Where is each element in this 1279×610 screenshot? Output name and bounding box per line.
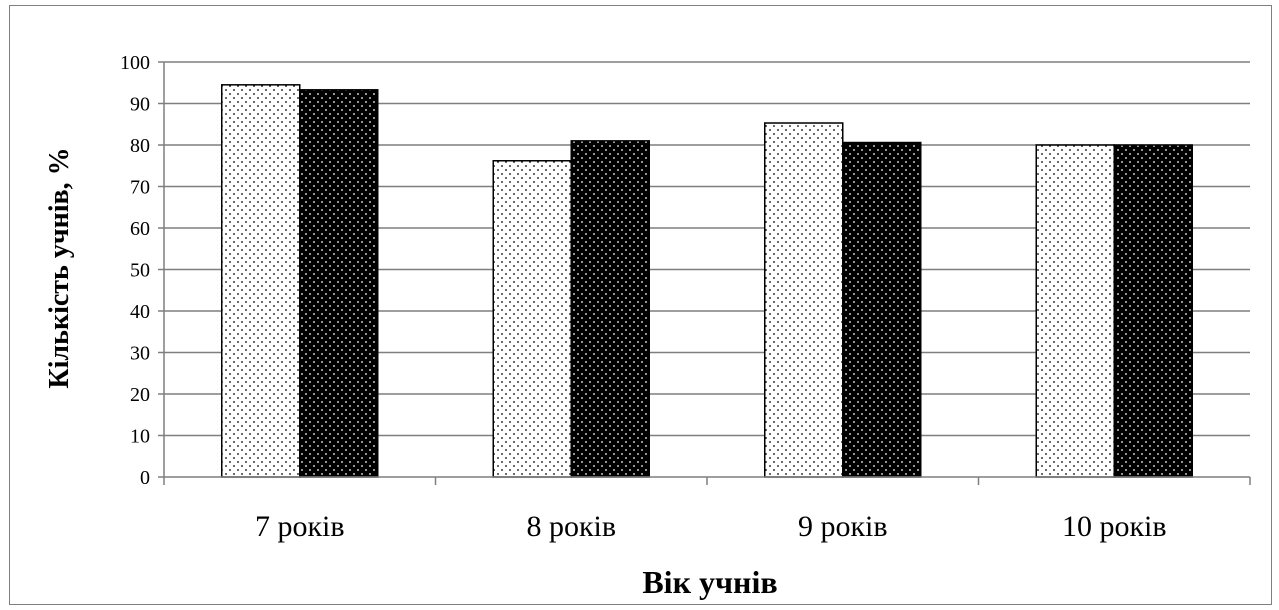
y-tick-label: 90	[130, 94, 150, 116]
x-category-labels: 7 років 8 років 9 років 10 років	[255, 510, 1167, 543]
y-tick-label: 60	[130, 218, 150, 240]
x-category-label: 7 років	[255, 510, 345, 543]
bar-series-1-0	[221, 84, 301, 478]
y-tick-label: 0	[140, 467, 150, 489]
bar-series-2-3	[1113, 144, 1193, 478]
x-category-label: 10 років	[1062, 510, 1167, 543]
bar-series-1-1	[492, 160, 572, 478]
x-axis-title: Вік учнів	[642, 564, 777, 600]
x-category-label: 9 років	[798, 510, 888, 543]
y-tick-label: 40	[130, 301, 150, 323]
axes	[158, 61, 1251, 485]
y-axis-title: Кількість учнів, %	[44, 147, 75, 388]
bar-series-2-0	[299, 89, 379, 478]
bar-series-2-1	[570, 140, 650, 478]
x-category-label: 8 років	[526, 510, 616, 543]
y-tick-label: 100	[120, 52, 150, 74]
y-tick-label: 50	[130, 260, 150, 282]
bar-series-1-2	[764, 122, 844, 478]
bar-series-1-3	[1035, 144, 1115, 478]
y-tick-labels: 0 10 20 30 40 50 60 70 80 90 100	[120, 52, 150, 489]
y-tick-label: 20	[130, 384, 150, 406]
y-tick-label: 30	[130, 343, 150, 365]
y-tick-label: 80	[130, 135, 150, 157]
bar-series-2-2	[842, 141, 922, 478]
y-tick-label: 10	[130, 426, 150, 448]
bars	[221, 84, 1193, 478]
y-tick-label: 70	[130, 177, 150, 199]
